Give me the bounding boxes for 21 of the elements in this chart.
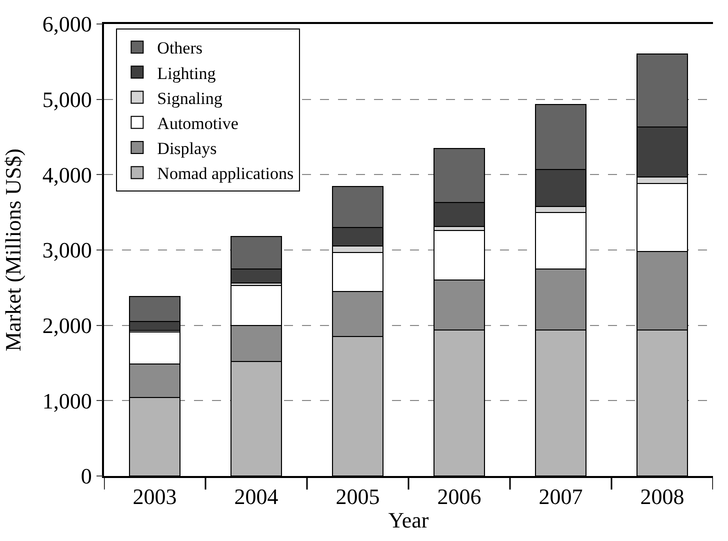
x-axis-title: Year xyxy=(388,508,430,533)
x-tick-label: 2004 xyxy=(234,484,278,510)
legend-label: Nomad applications xyxy=(157,164,294,184)
x-tick-label: 2007 xyxy=(538,484,583,510)
x-tick-label: 2008 xyxy=(640,484,684,510)
legend-label: Lighting xyxy=(157,64,216,83)
legend-label: Automotive xyxy=(157,114,238,133)
y-tick-label: 1,000 xyxy=(42,388,92,414)
y-tick-label: 0 xyxy=(80,464,92,489)
legend-label: Others xyxy=(157,38,203,58)
y-tick-label: 3,000 xyxy=(42,238,92,263)
y-tick-label: 2,000 xyxy=(42,313,92,338)
legend-label: Signaling xyxy=(157,88,223,108)
x-tick-label: 2006 xyxy=(437,484,482,510)
y-axis-title: Market (Millions US$) xyxy=(0,148,26,352)
x-tick-label: 2003 xyxy=(132,484,177,510)
y-tick-label: 4,000 xyxy=(42,162,92,188)
y-tick-label: 6,000 xyxy=(42,12,92,37)
y-tick-label: 5,000 xyxy=(42,87,92,112)
legend-label: Displays xyxy=(157,139,217,158)
x-tick-label: 2005 xyxy=(336,484,380,510)
